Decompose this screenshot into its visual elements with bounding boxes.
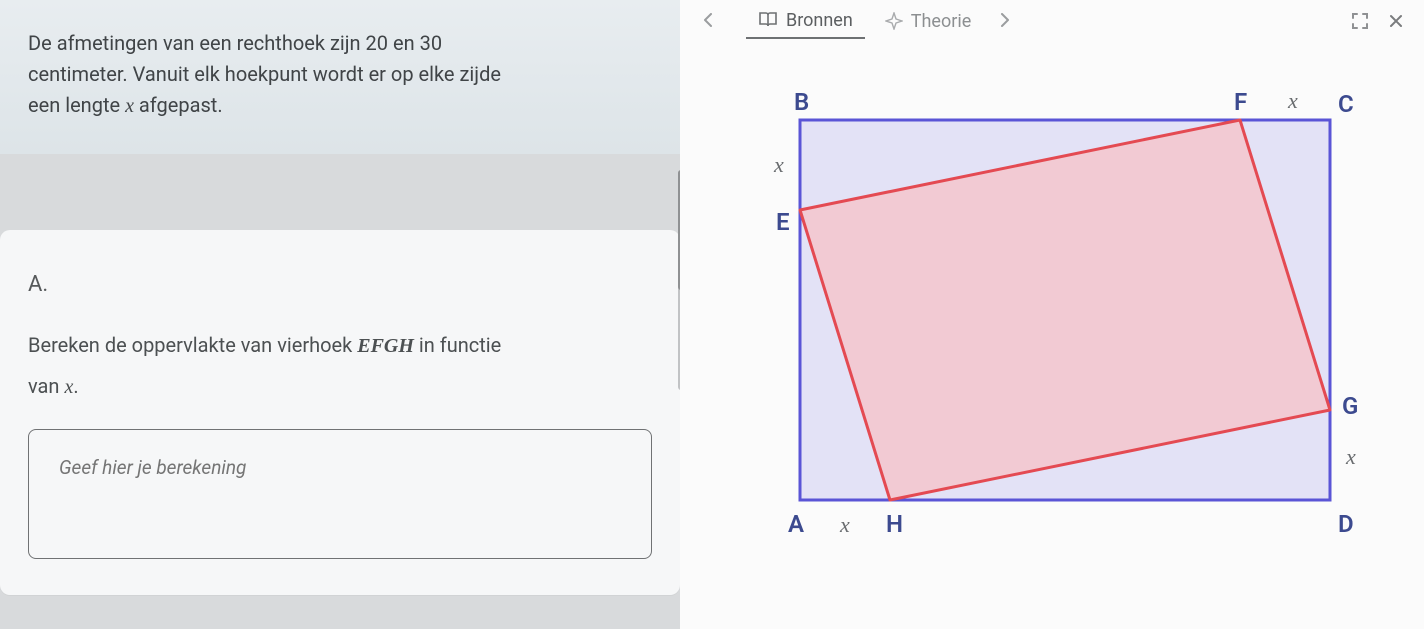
svg-text:E: E: [776, 208, 790, 236]
problem-statement: De afmetingen van een rechthoek zijn 20 …: [0, 0, 680, 154]
svg-text:C: C: [1338, 90, 1354, 118]
tab-theorie[interactable]: Theorie: [873, 5, 984, 38]
svg-text:H: H: [886, 510, 903, 538]
question-efgh: EFGH: [357, 335, 414, 357]
question-card: A. Bereken de oppervlakte van vierhoek E…: [0, 230, 680, 595]
question-text-b: in functie: [414, 333, 501, 357]
svg-text:x: x: [1345, 444, 1356, 469]
svg-text:B: B: [794, 88, 809, 116]
intro-var-x: x: [125, 95, 134, 117]
question-letter: A.: [28, 272, 652, 297]
intro-line3b: afgepast.: [134, 93, 223, 117]
book-icon: [758, 11, 778, 29]
fullscreen-button[interactable]: [1346, 7, 1374, 35]
svg-text:F: F: [1234, 88, 1247, 116]
svg-text:D: D: [1338, 510, 1354, 538]
close-button[interactable]: [1382, 7, 1410, 35]
question-var-x: x: [64, 376, 73, 398]
intro-line3a: een lengte: [28, 93, 125, 117]
svg-text:A: A: [788, 510, 804, 538]
svg-text:G: G: [1342, 392, 1358, 420]
svg-text:x: x: [839, 512, 850, 537]
question-text-c: van: [28, 374, 64, 398]
question-text-d: .: [73, 374, 78, 398]
intro-line2: centimeter. Vanuit elk hoekpunt wordt er…: [28, 62, 501, 86]
geometry-figure: B C A D E F G Hx x x x: [740, 80, 1380, 560]
tab-theorie-label: Theorie: [911, 11, 972, 32]
tab-bronnen[interactable]: Bronnen: [746, 4, 865, 39]
question-text-a: Bereken de oppervlakte van vierhoek: [28, 333, 357, 357]
tabs-next-button[interactable]: [991, 11, 1019, 32]
answer-input[interactable]: [28, 429, 652, 559]
svg-text:x: x: [773, 152, 784, 177]
panel-tabs: Bronnen Theorie: [680, 0, 1424, 42]
tab-bronnen-label: Bronnen: [786, 10, 853, 31]
sparkle-icon: [885, 12, 903, 30]
tabs-prev-button[interactable]: [694, 11, 722, 32]
svg-text:x: x: [1287, 88, 1298, 113]
intro-line1: De afmetingen van een rechthoek zijn 20 …: [28, 31, 442, 55]
